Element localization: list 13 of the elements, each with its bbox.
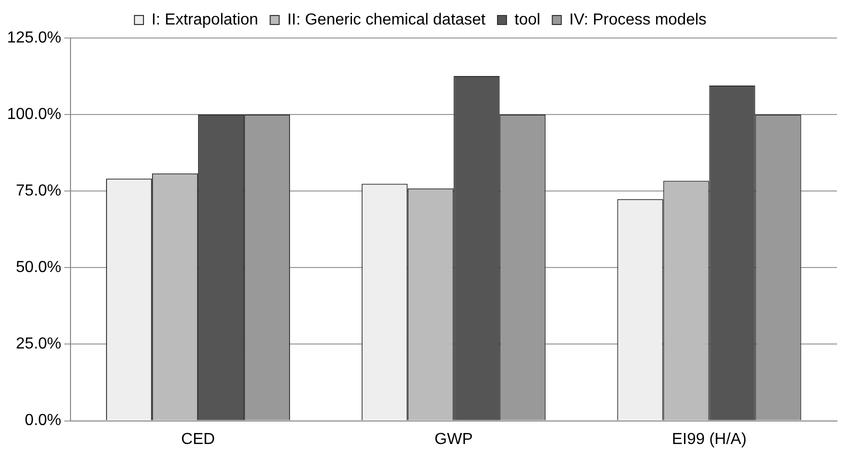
- x-tick-label: GWP: [434, 430, 473, 448]
- y-tick-label: 100.0%: [7, 106, 62, 123]
- y-tick-label: 50.0%: [16, 259, 62, 276]
- x-tick-label: EI99 (H/A): [672, 430, 747, 448]
- y-tick-label: 125.0%: [7, 29, 62, 46]
- legend-label: IV: Process models: [569, 11, 707, 28]
- legend-label: tool: [514, 11, 540, 28]
- y-tick-label: 25.0%: [16, 336, 62, 353]
- y-tick-label: 0.0%: [24, 412, 62, 430]
- y-tick-label: 75.0%: [16, 182, 62, 200]
- legend-label: II: Generic chemical dataset: [287, 11, 486, 28]
- x-tick-label: CED: [181, 430, 215, 448]
- legend-label: I: Extrapolation: [151, 11, 258, 28]
